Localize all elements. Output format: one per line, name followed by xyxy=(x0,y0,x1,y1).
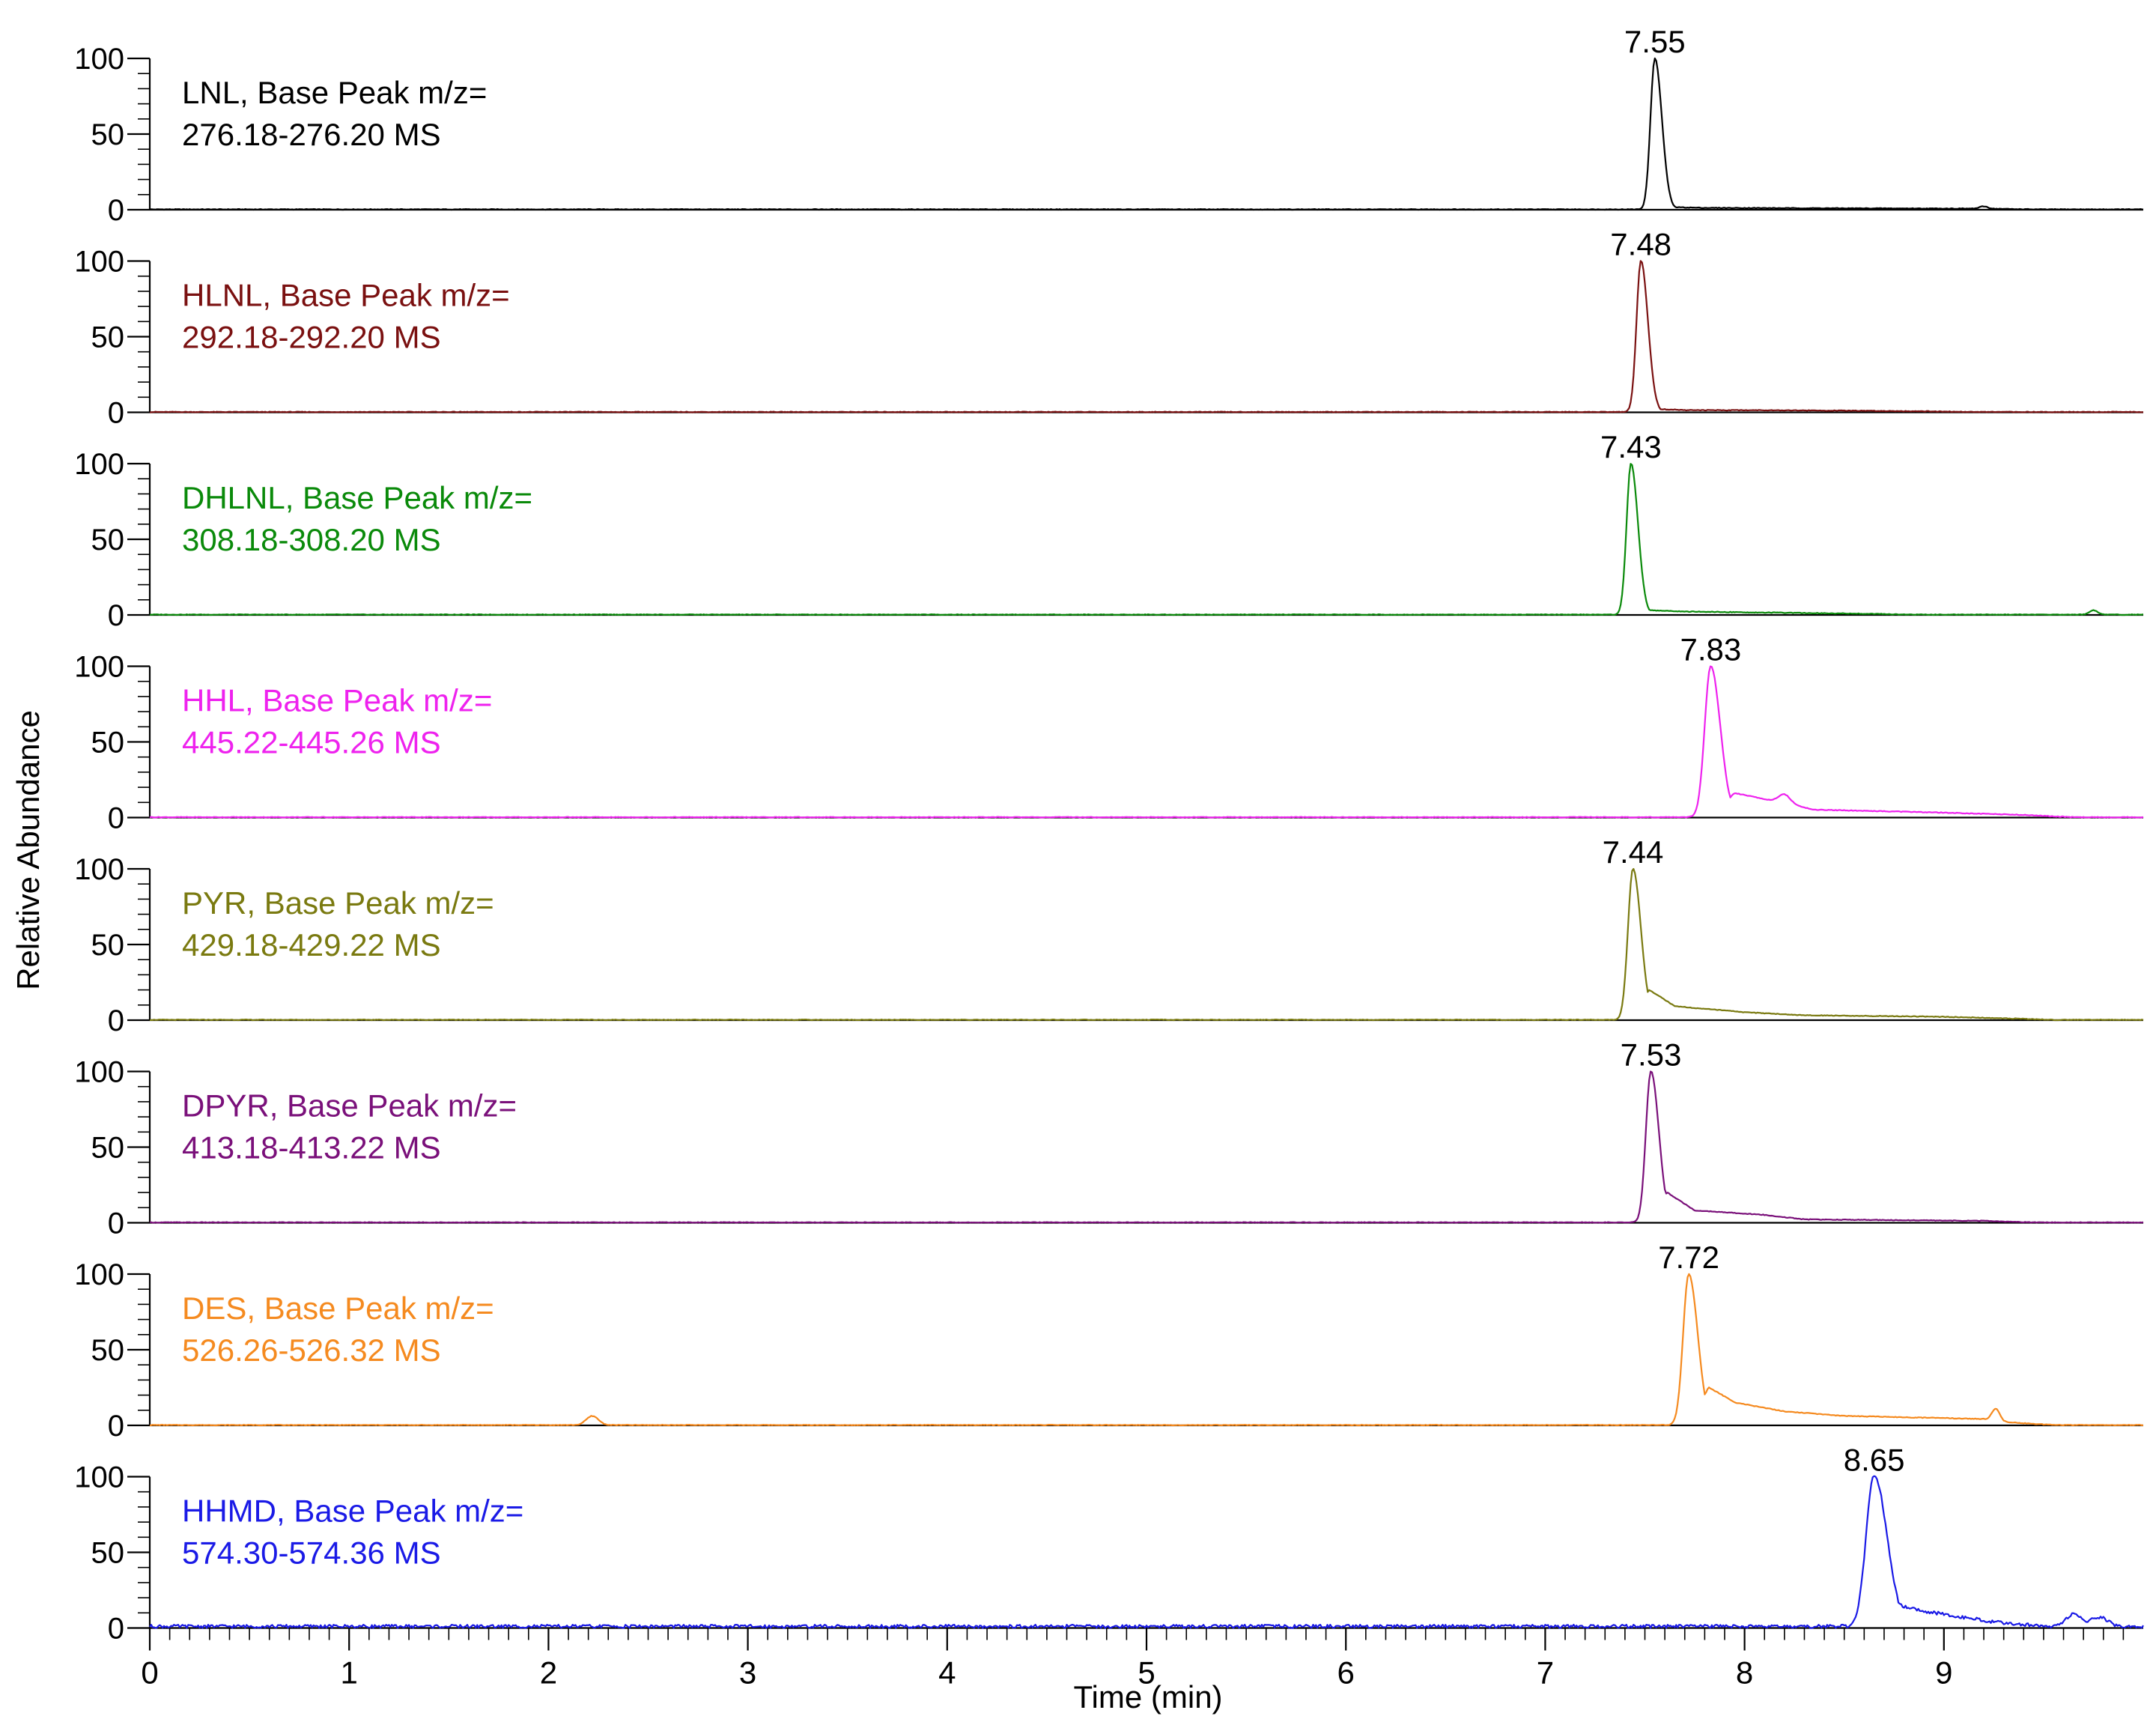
x-tick-label: 8 xyxy=(1736,1655,1753,1691)
series-label-line2: 445.22-445.26 MS xyxy=(182,725,441,760)
trace-des xyxy=(150,1273,2144,1427)
series-label-line2: 308.18-308.20 MS xyxy=(182,522,441,557)
panel-hhl: 0 50 100 7.83 HHL, Base Peak m/z= 445.22-445.… xyxy=(74,632,2144,835)
y-tick-label: 0 xyxy=(108,802,124,835)
y-tick-label: 50 xyxy=(91,524,125,557)
trace-dhlnl xyxy=(149,463,2144,616)
x-tick-label: 1 xyxy=(341,1655,358,1691)
series-label-line2: 574.30-574.36 MS xyxy=(182,1535,441,1571)
series-label-line1: HLNL, Base Peak m/z= xyxy=(182,278,510,313)
series-label-line1: LNL, Base Peak m/z= xyxy=(182,75,487,110)
x-axis: 0 1 2 3 4 5 6 7 8 9 xyxy=(141,1628,2125,1691)
y-tick-label: 100 xyxy=(74,1461,124,1494)
peak-label-des: 7.72 xyxy=(1658,1240,1719,1275)
y-tick-label: 50 xyxy=(91,321,125,354)
x-tick-label: 2 xyxy=(540,1655,557,1691)
x-axis-label: Time (min) xyxy=(1073,1679,1222,1715)
x-tick-label: 4 xyxy=(938,1655,956,1691)
y-tick-label: 100 xyxy=(74,651,124,684)
peak-label-pyr: 7.44 xyxy=(1603,834,1664,870)
x-tick-label: 7 xyxy=(1537,1655,1554,1691)
trace-lnl xyxy=(149,57,2144,211)
y-tick-label: 100 xyxy=(74,1056,124,1089)
y-tick-label: 0 xyxy=(108,1004,124,1037)
y-tick-label: 100 xyxy=(74,43,124,76)
trace-hhmd xyxy=(149,1475,2144,1629)
y-tick-label: 0 xyxy=(108,1613,124,1646)
series-label-line1: HHL, Base Peak m/z= xyxy=(182,683,492,718)
series-label-line2: 413.18-413.22 MS xyxy=(182,1130,441,1165)
panel-dhlnl: 0 50 100 7.43 DHLNL, Base Peak m/z= 308.18-30… xyxy=(74,429,2144,632)
peak-label-dpyr: 7.53 xyxy=(1621,1037,1682,1073)
panel-pyr: 0 50 100 7.44 PYR, Base Peak m/z= 429.18-429.… xyxy=(74,834,2144,1037)
x-tick-label: 0 xyxy=(141,1655,158,1691)
y-tick-label: 100 xyxy=(74,853,124,886)
y-tick-label: 50 xyxy=(91,929,125,962)
series-label-line2: 276.18-276.20 MS xyxy=(182,117,441,152)
y-tick-label: 100 xyxy=(74,1258,124,1291)
y-tick-label: 100 xyxy=(74,246,124,279)
panel-hlnl: 0 50 100 7.48 HLNL, Base Peak m/z= 292.18-292… xyxy=(74,227,2144,430)
y-tick-label: 100 xyxy=(74,448,124,481)
panel-hhmd: 0 50 100 8.65 HHMD, Base Peak m/z= 574.30-574… xyxy=(74,1443,2144,1646)
series-label-line2: 429.18-429.22 MS xyxy=(182,927,441,962)
y-tick-label: 50 xyxy=(91,118,125,151)
series-label-line1: DHLNL, Base Peak m/z= xyxy=(182,480,532,515)
y-tick-label: 0 xyxy=(108,194,124,227)
x-tick-label: 9 xyxy=(1935,1655,1952,1691)
x-tick-label: 6 xyxy=(1337,1655,1355,1691)
y-tick-label: 50 xyxy=(91,1334,125,1367)
panel-dpyr: 0 50 100 7.53 DPYR, Base Peak m/z= 413.18-413… xyxy=(74,1037,2144,1240)
x-tick-label: 3 xyxy=(739,1655,756,1691)
series-label-line1: DPYR, Base Peak m/z= xyxy=(182,1088,517,1124)
y-tick-label: 0 xyxy=(108,397,124,430)
trace-hhl xyxy=(149,665,2144,819)
peak-label-dhlnl: 7.43 xyxy=(1600,429,1662,464)
y-tick-label: 50 xyxy=(91,1132,125,1165)
peak-label-hlnl: 7.48 xyxy=(1610,227,1671,262)
y-tick-label: 0 xyxy=(108,1410,124,1443)
peak-label-lnl: 7.55 xyxy=(1624,24,1686,59)
x-tick-label: 5 xyxy=(1138,1655,1155,1691)
series-label-line1: PYR, Base Peak m/z= xyxy=(182,885,494,921)
y-axis-label: Relative Abundance xyxy=(10,710,46,990)
panel-lnl: 0 50 100 7.55 LNL, Base Peak m/z= 276.18-276.… xyxy=(74,24,2144,227)
y-tick-label: 0 xyxy=(108,1207,124,1240)
y-tick-label: 0 xyxy=(108,599,124,632)
series-label-line2: 292.18-292.20 MS xyxy=(182,320,441,355)
panel-des: 0 50 100 7.72 DES, Base Peak m/z= 526.26-526.… xyxy=(74,1240,2144,1443)
series-label-line1: DES, Base Peak m/z= xyxy=(182,1291,494,1326)
y-tick-label: 50 xyxy=(91,727,125,760)
y-tick-label: 50 xyxy=(91,1537,125,1570)
trace-pyr xyxy=(150,867,2144,1022)
peak-label-hhl: 7.83 xyxy=(1680,632,1741,667)
series-label-line2: 526.26-526.32 MS xyxy=(182,1333,441,1368)
peak-label-hhmd: 8.65 xyxy=(1844,1443,1905,1478)
series-label-line1: HHMD, Base Peak m/z= xyxy=(182,1494,523,1529)
trace-hlnl xyxy=(149,260,2144,413)
trace-dpyr xyxy=(149,1070,2144,1224)
